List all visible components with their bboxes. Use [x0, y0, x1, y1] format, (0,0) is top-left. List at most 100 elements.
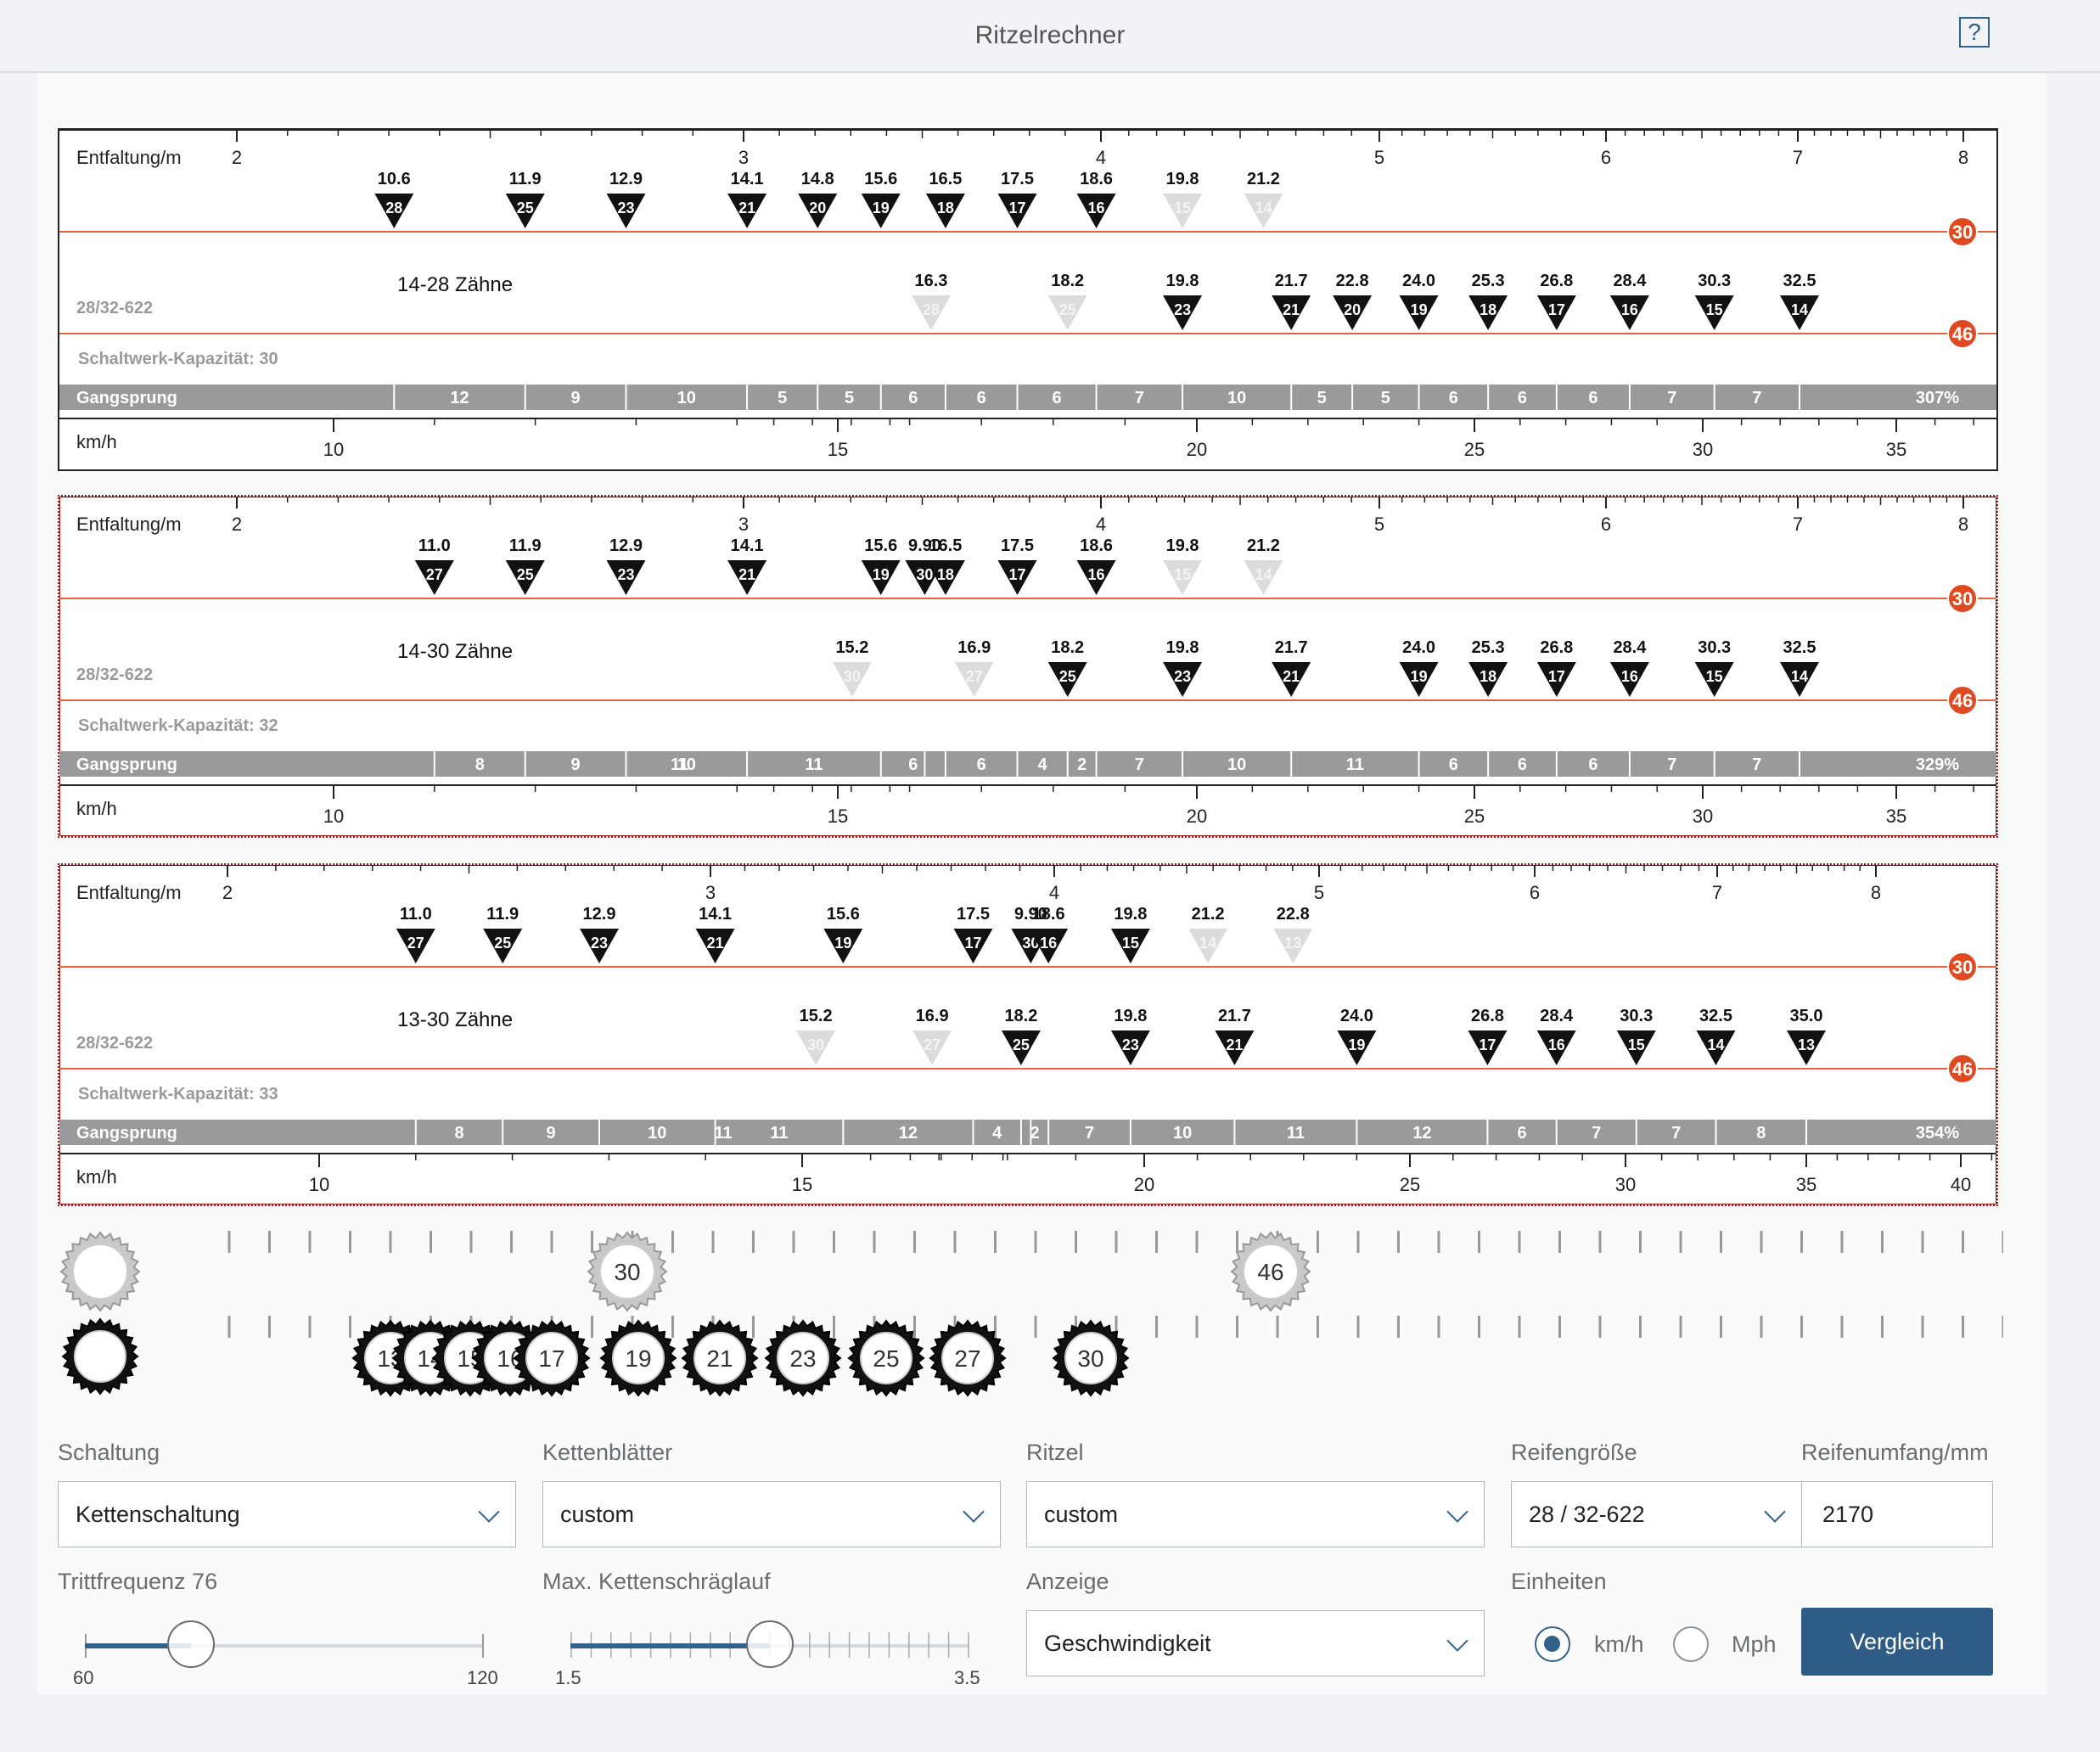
add-sprocket-icon[interactable]: [61, 1317, 139, 1395]
gear-marker: [1337, 1030, 1377, 1065]
gear-ratio-label: 21.2: [1192, 905, 1225, 924]
gear-marker: [925, 560, 965, 595]
chainring-badge-label: 30: [1952, 588, 1973, 609]
chevron-down-icon: [1446, 1501, 1468, 1523]
gear-marker: [1029, 929, 1069, 963]
capacity-label: Schaltwerk-Kapazität: 32: [78, 716, 278, 735]
gear-marker: [1163, 194, 1203, 228]
bottom-axis-tick-label: 20: [1134, 1174, 1154, 1195]
gear-hub: [599, 1244, 655, 1300]
gear-teeth-label: 23: [789, 1345, 816, 1372]
gangsprung-value: 10: [648, 1124, 666, 1143]
bottom-axis-tick-label: 20: [1187, 806, 1207, 827]
gear-marker: [1468, 662, 1508, 697]
gear-marker: [832, 662, 872, 697]
gear-ratio-label: 19.8: [1166, 536, 1199, 555]
slider-tick: [482, 1634, 484, 1658]
kettenblaetter-select[interactable]: custom: [542, 1481, 1001, 1547]
sprocket-gear[interactable]: 17: [513, 1319, 591, 1397]
vergleich-button[interactable]: Vergleich: [1801, 1608, 1993, 1676]
gear-hub: [860, 1332, 912, 1384]
trittfrequenz-slider[interactable]: [85, 1612, 484, 1680]
radio-mph[interactable]: [1673, 1626, 1709, 1662]
gear-ratio-label: 17.5: [1001, 170, 1034, 188]
gangsprung-label: Gangsprung: [76, 389, 177, 407]
kettenblaetter-value: custom: [560, 1501, 635, 1527]
help-icon: ?: [1968, 19, 1981, 45]
bottom-axis-tick-label: 15: [792, 1174, 812, 1195]
gear-teeth-label: 16: [1088, 199, 1105, 216]
gear-marker: [912, 1030, 952, 1065]
radio-kmh-label[interactable]: km/h: [1594, 1631, 1644, 1657]
gear-ratio-label: 21.2: [1247, 536, 1280, 555]
bottom-axis-tick-label: 20: [1187, 439, 1207, 460]
top-axis-label: Entfaltung/m: [76, 147, 182, 168]
gear-teeth-label: 17: [538, 1345, 564, 1372]
gear-teeth-label: 21: [738, 566, 755, 583]
gangsprung-value: 9: [571, 389, 581, 407]
reifenumfang-input[interactable]: 2170: [1801, 1481, 1993, 1547]
chainring-gear[interactable]: 30: [587, 1231, 668, 1312]
gangsprung-bar: [59, 385, 1996, 410]
gear-marker: [1272, 295, 1311, 330]
ritzel-select[interactable]: custom: [1026, 1481, 1485, 1547]
sprocket-gear[interactable]: 23: [764, 1319, 842, 1397]
gear-marker: [1047, 295, 1087, 330]
gear-hub: [1243, 1244, 1299, 1300]
chart-svg: Entfaltung/m 2 3 4 5 6 7 8309.903011.02711.9251…: [59, 497, 1996, 827]
gear-teeth-label: 14: [1255, 566, 1272, 583]
gangsprung-value: 7: [1752, 755, 1761, 774]
gear-marker: [1399, 295, 1439, 330]
gear-teeth-label: 19: [625, 1345, 651, 1372]
gangsprung-value: 7: [1667, 389, 1676, 407]
capacity-label: Schaltwerk-Kapazität: 30: [78, 350, 278, 368]
gear-marker: [1273, 929, 1313, 963]
gear-ratio-label: 30.3: [1698, 638, 1731, 657]
gear-teeth-label: 46: [1257, 1259, 1283, 1285]
gangsprung-value: 11: [805, 755, 823, 774]
gear-teeth-label: 18: [937, 199, 954, 216]
gear-ratio-label: 26.8: [1540, 272, 1573, 290]
gear-ratio-label: 32.5: [1783, 272, 1816, 290]
bottom-axis-label: km/h: [76, 431, 117, 452]
sprocket-gear[interactable]: 19: [599, 1319, 677, 1397]
gear-hub: [777, 1332, 829, 1384]
schaltung-select[interactable]: Kettenschaltung: [58, 1481, 516, 1547]
radio-mph-label[interactable]: Mph: [1732, 1631, 1777, 1657]
sprocket-gear[interactable]: 27: [929, 1319, 1007, 1397]
kettenschraeglauf-slider[interactable]: [570, 1612, 969, 1680]
slider-handle[interactable]: [746, 1620, 794, 1668]
gear-teeth-label: 13: [1284, 935, 1301, 952]
cassette-label: 14-28 Zähne: [397, 273, 513, 296]
anzeige-select[interactable]: Geschwindigkeit: [1026, 1610, 1485, 1676]
top-axis-tick-label: 3: [738, 147, 749, 168]
gear-ratio-label: 18.6: [1032, 905, 1065, 924]
slider-handle[interactable]: [167, 1620, 216, 1668]
sprocket-gear[interactable]: 30: [1052, 1319, 1130, 1397]
reifengroesse-select[interactable]: 28 / 32-622: [1511, 1481, 1802, 1547]
gangsprung-value: 7: [1592, 1124, 1601, 1143]
chainring-gear[interactable]: 46: [1230, 1231, 1311, 1312]
gear-marker: [580, 929, 620, 963]
gear-teeth-label: 25: [494, 935, 511, 952]
gear-ratio-label: 18.2: [1004, 1007, 1037, 1025]
bottom-axis-tick-label: 30: [1615, 1174, 1636, 1195]
sprocket-gear[interactable]: 25: [847, 1319, 925, 1397]
ritzel-value: custom: [1044, 1501, 1119, 1527]
sprocket-gear[interactable]: 21: [681, 1319, 759, 1397]
gangsprung-value: 7: [1085, 1124, 1094, 1143]
gangsprung-value: 6: [1588, 389, 1597, 407]
cassette-label: 13-30 Zähne: [397, 1008, 513, 1031]
gear-ratio-label: 26.8: [1540, 638, 1573, 657]
top-axis-tick-label: 4: [1049, 882, 1059, 903]
add-chainring-icon[interactable]: [59, 1231, 141, 1312]
chevron-down-icon: [963, 1501, 985, 1523]
gear-marker: [1333, 295, 1373, 330]
radio-kmh[interactable]: [1535, 1626, 1570, 1662]
schaltung-value: Kettenschaltung: [76, 1501, 240, 1527]
chainring-badge-label: 46: [1952, 690, 1973, 711]
help-button[interactable]: ?: [1959, 17, 1990, 48]
bottom-axis-label: km/h: [76, 798, 117, 819]
top-axis-tick-label: 8: [1958, 147, 1968, 168]
